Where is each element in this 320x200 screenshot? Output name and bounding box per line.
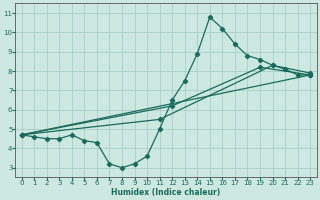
X-axis label: Humidex (Indice chaleur): Humidex (Indice chaleur) (111, 188, 220, 197)
